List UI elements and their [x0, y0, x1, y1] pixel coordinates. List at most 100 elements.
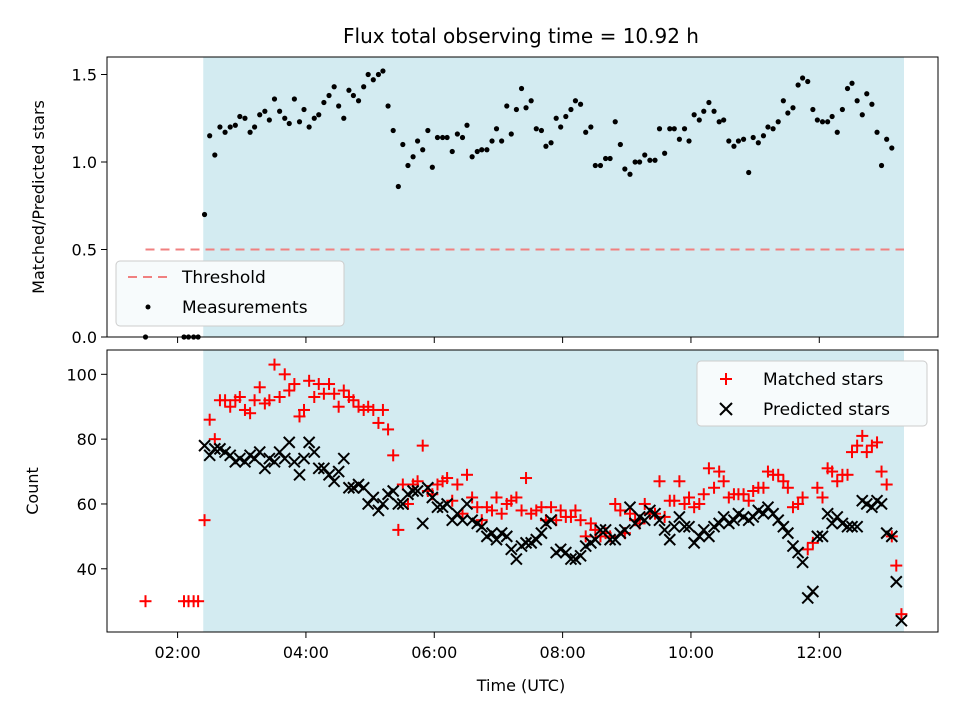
predicted-point	[288, 455, 301, 469]
ratio-panel: 0.0 0.5 1.0 1.5 Matched/Predicted stars Thr…	[29, 56, 939, 347]
measurement-point	[440, 134, 446, 141]
predicted-point	[421, 481, 435, 494]
predicted-point	[406, 484, 420, 498]
predicted-point	[796, 556, 809, 569]
matched-point	[860, 446, 873, 459]
measurement-point	[785, 110, 791, 116]
measurement-point	[731, 143, 737, 149]
measurement-point	[474, 148, 480, 155]
measurement-point	[805, 78, 811, 85]
measurement-point	[306, 124, 312, 130]
predicted-point	[396, 497, 410, 511]
predicted-point	[293, 468, 306, 482]
matched-point	[416, 439, 429, 452]
predicted-point	[781, 526, 795, 540]
measurement-point	[316, 112, 322, 118]
measurement-point	[884, 136, 890, 142]
measurement-point	[864, 91, 870, 97]
measurement-point	[612, 119, 618, 125]
measurement-point	[489, 138, 495, 144]
measurement-point	[681, 126, 688, 132]
measurement-point	[859, 112, 865, 118]
measurement-point	[291, 96, 297, 102]
measurement-point	[691, 112, 697, 118]
predicted-point	[673, 510, 686, 524]
predicted-point	[618, 523, 632, 537]
predicted-point	[372, 504, 385, 517]
measurement-point	[627, 171, 633, 177]
matched-point	[772, 468, 785, 481]
measurement-point	[355, 98, 362, 104]
plot-frame	[106, 56, 939, 338]
measurement-point	[607, 155, 613, 162]
measurement-point	[662, 150, 668, 156]
measurement-point	[874, 129, 880, 135]
matched-point	[801, 543, 814, 556]
measurement-point	[533, 126, 539, 132]
matched-point	[702, 462, 715, 475]
matched-point	[846, 446, 859, 459]
measurement-point	[726, 138, 732, 144]
measurement-point	[667, 126, 673, 132]
matched-point	[875, 465, 888, 478]
y-tick-label: 40	[77, 560, 97, 579]
predicted-point	[342, 481, 356, 494]
predicted-point	[638, 513, 651, 527]
matched-point	[554, 504, 567, 517]
matched-point	[668, 494, 681, 507]
measurement-point	[701, 108, 707, 114]
measurement-point	[755, 140, 761, 146]
measurement-point	[390, 127, 396, 134]
measurement-point	[232, 122, 238, 128]
measurement-point	[780, 98, 786, 104]
matched-point	[293, 410, 306, 423]
measurement-point	[632, 159, 638, 165]
matched-point	[248, 394, 261, 407]
matched-point	[303, 374, 316, 387]
matched-point	[466, 491, 479, 504]
legend: Matched stars Predicted stars	[696, 360, 928, 427]
matched-point	[317, 387, 330, 400]
measurement-point	[770, 126, 776, 132]
predicted-point	[668, 520, 681, 533]
matched-point	[856, 429, 869, 442]
legend-measurement-label: Measurements	[182, 298, 308, 318]
matched-point	[796, 491, 809, 504]
y-axis-ticks: 0.0 0.5 1.0 1.5	[72, 66, 107, 347]
predicted-point	[337, 452, 350, 465]
predicted-point	[386, 484, 400, 498]
matched-point	[283, 384, 296, 397]
matched-point	[678, 497, 691, 510]
measurement-point	[538, 127, 545, 134]
measurement-point	[493, 126, 500, 132]
predicted-point	[253, 445, 266, 459]
measurement-point	[365, 71, 371, 78]
measurement-point	[597, 162, 604, 169]
measurement-point	[341, 115, 347, 121]
matched-point	[614, 504, 627, 517]
measurement-point	[237, 113, 243, 120]
matched-point	[268, 358, 281, 371]
measurement-point	[543, 143, 549, 149]
y-tick-label: 0.5	[72, 241, 97, 260]
matched-point	[332, 400, 345, 413]
measurement-point	[686, 138, 692, 144]
matched-point	[328, 387, 341, 400]
measurement-point	[459, 134, 466, 141]
predicted-point	[297, 452, 311, 465]
predicted-point	[599, 523, 612, 537]
predicted-point	[806, 585, 820, 598]
matched-point	[792, 497, 805, 510]
y-tick-label: 1.5	[72, 66, 97, 85]
measurement-point	[656, 126, 663, 132]
measurement-point	[740, 136, 747, 142]
matched-point	[673, 475, 686, 488]
measurement-point	[227, 124, 233, 130]
measurement-point	[414, 138, 421, 144]
measurement-point	[454, 131, 460, 137]
measurement-point	[814, 117, 820, 123]
matched-point	[737, 488, 750, 501]
measurement-point	[370, 77, 376, 83]
predicted-point	[777, 520, 790, 533]
x-axis-ticks: 02:00 04:00 06:00 08:00 10:00 12:00	[155, 632, 842, 662]
